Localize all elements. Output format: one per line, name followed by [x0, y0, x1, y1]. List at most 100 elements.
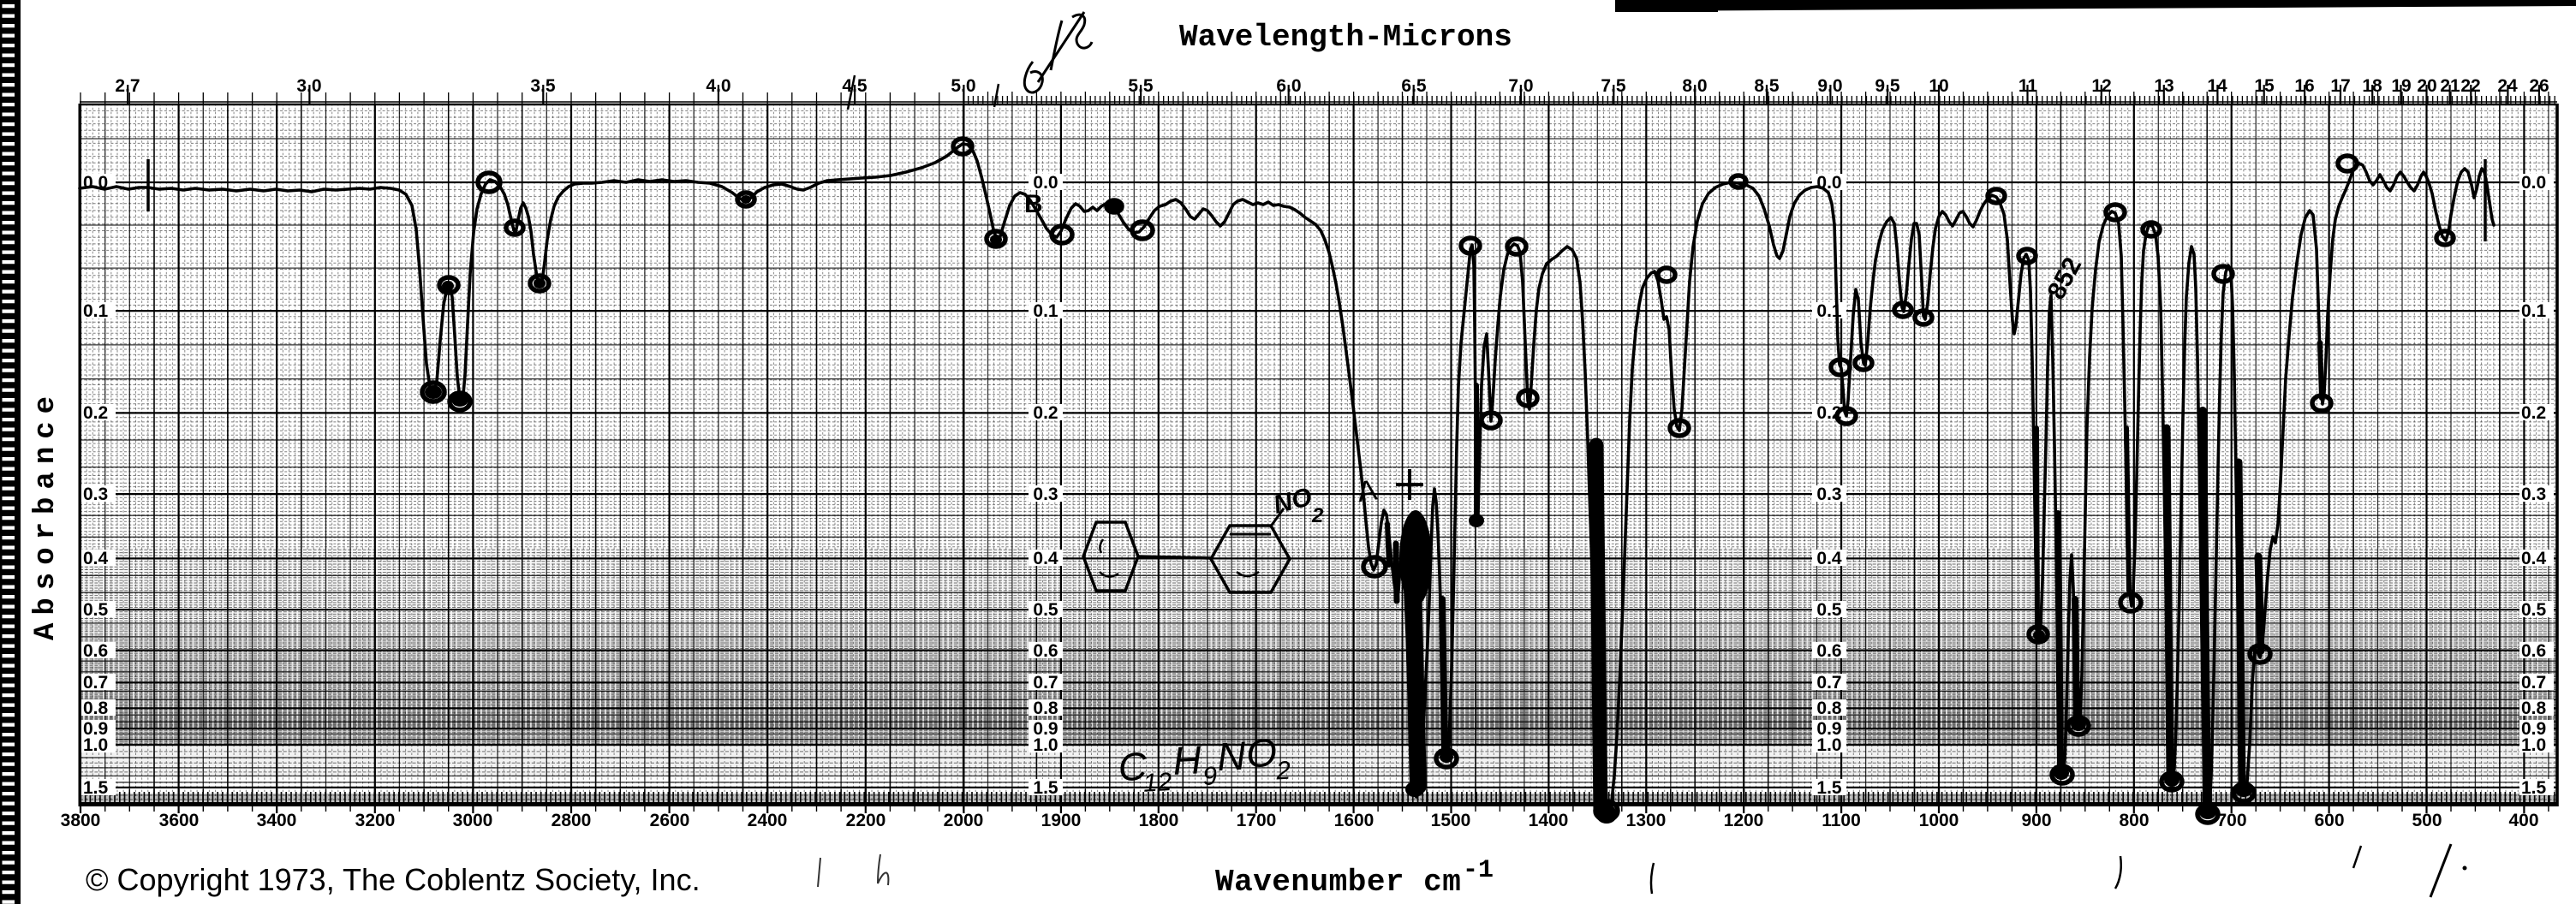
svg-text:11: 11 — [2018, 76, 2038, 96]
svg-text:0.0: 0.0 — [2521, 173, 2546, 193]
svg-text:9.0: 9.0 — [1817, 76, 1842, 96]
svg-text:1.0: 1.0 — [83, 735, 108, 755]
svg-text:0.4: 0.4 — [1816, 549, 1842, 568]
svg-text:15: 15 — [2254, 76, 2275, 96]
svg-text:2600: 2600 — [650, 811, 690, 830]
svg-text:0.8: 0.8 — [2521, 699, 2547, 718]
svg-text:800: 800 — [2119, 811, 2149, 830]
svg-text:Absorbance: Absorbance — [30, 389, 63, 640]
svg-text:0.9: 0.9 — [2521, 719, 2546, 739]
svg-text:9.5: 9.5 — [1875, 76, 1900, 96]
svg-text:4.0: 4.0 — [706, 76, 730, 96]
svg-text:1200: 1200 — [1724, 811, 1764, 830]
svg-text:3400: 3400 — [257, 811, 297, 830]
svg-text:1700: 1700 — [1237, 811, 1277, 830]
svg-text:400: 400 — [2508, 811, 2538, 830]
svg-text:2: 2 — [1311, 504, 1324, 527]
svg-text:0.7: 0.7 — [2521, 673, 2546, 693]
svg-text:-1: -1 — [1463, 856, 1494, 885]
svg-text:3000: 3000 — [453, 811, 493, 830]
svg-text:26: 26 — [2529, 76, 2549, 96]
svg-text:0.3: 0.3 — [2521, 485, 2546, 504]
svg-text:19: 19 — [2391, 76, 2411, 96]
svg-text:A: A — [1356, 473, 1380, 508]
svg-text:1300: 1300 — [1626, 811, 1667, 830]
svg-text:1.5: 1.5 — [2521, 778, 2547, 798]
svg-text:1.5: 1.5 — [1816, 778, 1842, 798]
svg-text:4.5: 4.5 — [842, 76, 868, 96]
svg-text:1.5: 1.5 — [1033, 778, 1058, 798]
svg-text:22: 22 — [2460, 76, 2480, 96]
svg-text:12: 12 — [1142, 768, 1172, 798]
svg-text:2.7: 2.7 — [115, 76, 140, 96]
svg-text:0.9: 0.9 — [1033, 719, 1058, 739]
svg-text:0.7: 0.7 — [1816, 673, 1841, 693]
svg-text:0.8: 0.8 — [1816, 699, 1842, 718]
svg-text:0.3: 0.3 — [1033, 485, 1058, 504]
svg-text:5.5: 5.5 — [1128, 76, 1154, 96]
svg-text:0.7: 0.7 — [83, 673, 108, 693]
svg-text:8.5: 8.5 — [1754, 76, 1780, 96]
svg-text:1500: 1500 — [1431, 811, 1471, 830]
svg-text:3600: 3600 — [159, 811, 200, 830]
svg-text:5.0: 5.0 — [951, 76, 975, 96]
svg-text:B: B — [1024, 190, 1043, 218]
svg-text:0.9: 0.9 — [1816, 719, 1841, 739]
svg-text:18: 18 — [2362, 76, 2382, 96]
svg-text:1800: 1800 — [1139, 811, 1179, 830]
svg-text:20: 20 — [2417, 76, 2436, 96]
svg-text:2: 2 — [1274, 757, 1291, 786]
svg-text:6.5: 6.5 — [1401, 76, 1427, 96]
svg-text:1.5: 1.5 — [83, 778, 109, 798]
svg-text:9: 9 — [1202, 762, 1219, 791]
svg-text:0.2: 0.2 — [83, 403, 108, 423]
svg-text:0.4: 0.4 — [83, 549, 109, 568]
svg-text:7.0: 7.0 — [1508, 76, 1533, 96]
svg-text:1100: 1100 — [1822, 811, 1861, 830]
svg-text:1400: 1400 — [1529, 811, 1569, 830]
svg-text:600: 600 — [2314, 811, 2344, 830]
svg-text:12: 12 — [2091, 76, 2111, 96]
svg-text:0.1: 0.1 — [2521, 301, 2547, 321]
svg-text:1600: 1600 — [1334, 811, 1374, 830]
svg-text:0.4: 0.4 — [2521, 549, 2547, 568]
svg-text:0.5: 0.5 — [2521, 600, 2547, 620]
svg-text:0.5: 0.5 — [83, 600, 109, 620]
svg-text:500: 500 — [2412, 811, 2442, 830]
svg-text:0.8: 0.8 — [1033, 699, 1058, 718]
svg-text:13: 13 — [2154, 76, 2174, 96]
svg-text:2200: 2200 — [846, 811, 886, 830]
svg-text:0.5: 0.5 — [1816, 600, 1842, 620]
svg-text:900: 900 — [2021, 811, 2051, 830]
svg-text:2800: 2800 — [552, 811, 592, 830]
svg-text:1.0: 1.0 — [2521, 735, 2546, 755]
svg-text:© Copyright 1973, The Coblentz: © Copyright 1973, The Coblentz Society, … — [86, 862, 701, 897]
svg-text:O: O — [1245, 730, 1278, 776]
svg-text:0.0: 0.0 — [1033, 173, 1058, 193]
svg-text:0.2: 0.2 — [1033, 403, 1058, 423]
svg-text:0.0: 0.0 — [1816, 173, 1841, 193]
svg-text:10: 10 — [1929, 76, 1948, 96]
svg-text:Wavelength-Microns: Wavelength-Microns — [1179, 20, 1512, 55]
svg-text:8.0: 8.0 — [1682, 76, 1707, 96]
svg-text:0.9: 0.9 — [83, 719, 108, 739]
svg-text:0.6: 0.6 — [1033, 641, 1058, 661]
svg-text:0.3: 0.3 — [83, 485, 108, 504]
svg-text:700: 700 — [2216, 811, 2246, 830]
svg-text:6.0: 6.0 — [1276, 76, 1301, 96]
svg-text:3800: 3800 — [61, 811, 101, 830]
svg-text:C: C — [1117, 743, 1148, 789]
svg-text:H: H — [1172, 737, 1203, 783]
svg-text:0.8: 0.8 — [83, 699, 109, 718]
svg-text:17: 17 — [2330, 76, 2350, 96]
svg-text:0.3: 0.3 — [1816, 485, 1841, 504]
svg-text:3.5: 3.5 — [530, 76, 556, 96]
svg-text:0.6: 0.6 — [83, 641, 108, 661]
svg-text:14: 14 — [2207, 76, 2227, 96]
svg-text:1.0: 1.0 — [1033, 735, 1058, 755]
svg-text:0.2: 0.2 — [2521, 403, 2546, 423]
svg-text:0.6: 0.6 — [1816, 641, 1841, 661]
svg-text:0.4: 0.4 — [1033, 549, 1058, 568]
svg-text:0.7: 0.7 — [1033, 673, 1058, 693]
svg-text:2400: 2400 — [748, 811, 788, 830]
